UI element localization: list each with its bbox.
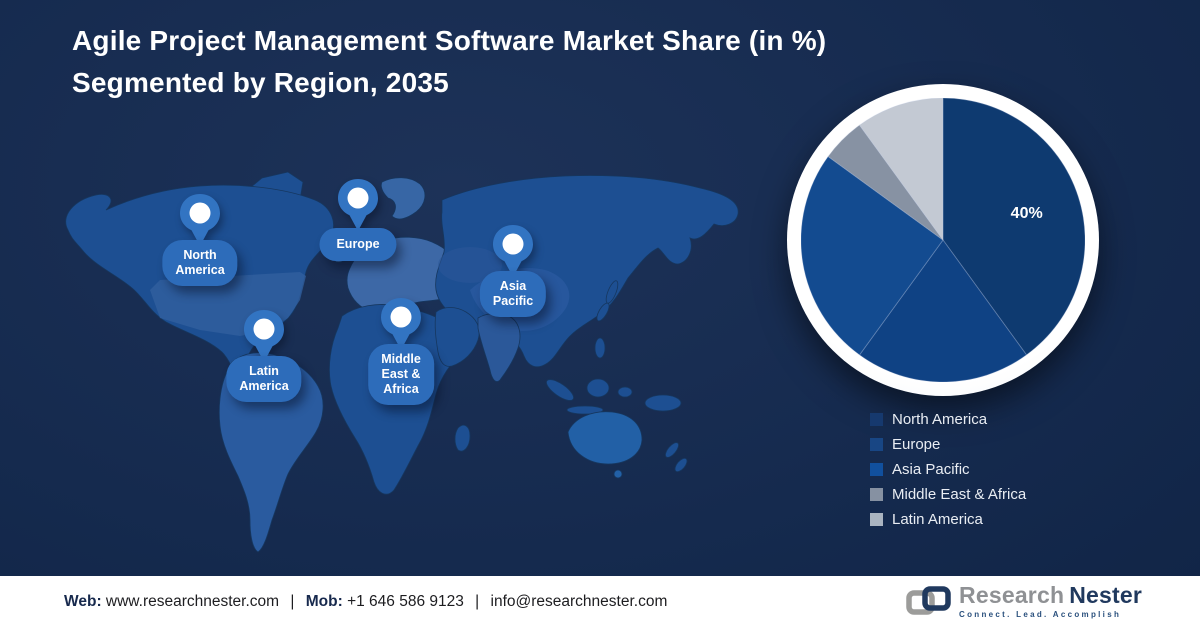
logo-name: Research Nester [959, 581, 1142, 608]
map-japan-south [596, 302, 610, 322]
map-new-zealand-south [674, 457, 688, 473]
mob-label: Mob: [305, 593, 343, 610]
mob-value: +1 646 586 9123 [347, 593, 464, 610]
legend-label: Latin America [892, 511, 983, 528]
map-pin-label: Europe [319, 228, 397, 261]
map-scandinavia [380, 177, 426, 220]
map-india [477, 313, 521, 382]
legend-item: Latin America [870, 511, 1026, 528]
map-arabia [434, 307, 480, 367]
research-nester-logo: Research Nester Connect. Lead. Accomplish [905, 583, 1142, 619]
pie-chart: 40% [787, 84, 1099, 396]
pie-slice [858, 239, 1028, 382]
location-pin-icon [180, 194, 220, 246]
map-pin-label: North America [162, 240, 238, 286]
page-title: Agile Project Management Software Market… [72, 20, 992, 104]
map-south-america [218, 352, 324, 553]
location-pin-icon [244, 310, 284, 362]
logo-tagline: Connect. Lead. Accomplish [959, 609, 1122, 619]
logo-name-nester: Nester [1069, 581, 1142, 608]
map-sulawesi [617, 386, 633, 398]
pie-slice [858, 98, 944, 242]
location-pin-icon [493, 225, 533, 277]
pie-chart-graphic: 40% [801, 98, 1085, 382]
map-java [566, 405, 604, 415]
logo-text: Research Nester Connect. Lead. Accomplish [959, 581, 1142, 619]
legend-swatch [870, 413, 883, 426]
legend-item: Asia Pacific [870, 461, 1026, 478]
chain-links-icon [906, 586, 951, 615]
footer-bar: Web: www.researchnester.com | Mob: +1 64… [0, 576, 1200, 628]
map-madagascar [454, 424, 471, 452]
legend-item: Middle East & Africa [870, 486, 1026, 503]
location-pin-icon [338, 179, 378, 231]
map-pin-label: Latin America [226, 356, 302, 402]
legend-swatch [870, 438, 883, 451]
legend-swatch [870, 488, 883, 501]
legend-label: Middle East & Africa [892, 486, 1027, 503]
legend-swatch [870, 463, 883, 476]
map-australia [567, 411, 643, 465]
page-title-line1: Agile Project Management Software Market… [72, 25, 827, 56]
map-sumatra [546, 379, 574, 401]
contact-info: Web: www.researchnester.com | Mob: +1 64… [64, 593, 667, 611]
email-value: info@researchnester.com [490, 593, 668, 610]
map-borneo [586, 378, 610, 398]
separator: | [290, 593, 295, 610]
separator: | [475, 593, 480, 610]
legend-label: North America [892, 411, 988, 428]
pie-slice [801, 155, 944, 356]
pie-slice [827, 124, 944, 241]
pie-slice-label: 40% [1011, 205, 1043, 222]
legend-item: North America [870, 411, 1026, 428]
map-pin-label: Asia Pacific [479, 271, 547, 317]
legend-item: Europe [870, 436, 1026, 453]
map-tasmania [613, 469, 623, 479]
map-central-asia-highlight [438, 247, 502, 283]
map-new-zealand-north [665, 442, 679, 458]
web-label: Web: [64, 593, 102, 610]
map-pin-label: Middle East & Africa [368, 344, 434, 405]
web-value: www.researchnester.com [105, 593, 280, 610]
logo-name-research: Research [959, 581, 1065, 608]
map-new-guinea [644, 394, 682, 412]
location-pin-icon [381, 298, 421, 350]
legend-label: Europe [892, 436, 941, 453]
page-title-line2: Segmented by Region, 2035 [72, 67, 449, 98]
pie-legend: North America Europe Asia Pacific Middle Ea… [870, 411, 1026, 528]
legend-swatch [870, 513, 883, 526]
pie-slice [942, 98, 1085, 356]
legend-label: Asia Pacific [892, 461, 970, 478]
map-philippines [594, 337, 606, 359]
